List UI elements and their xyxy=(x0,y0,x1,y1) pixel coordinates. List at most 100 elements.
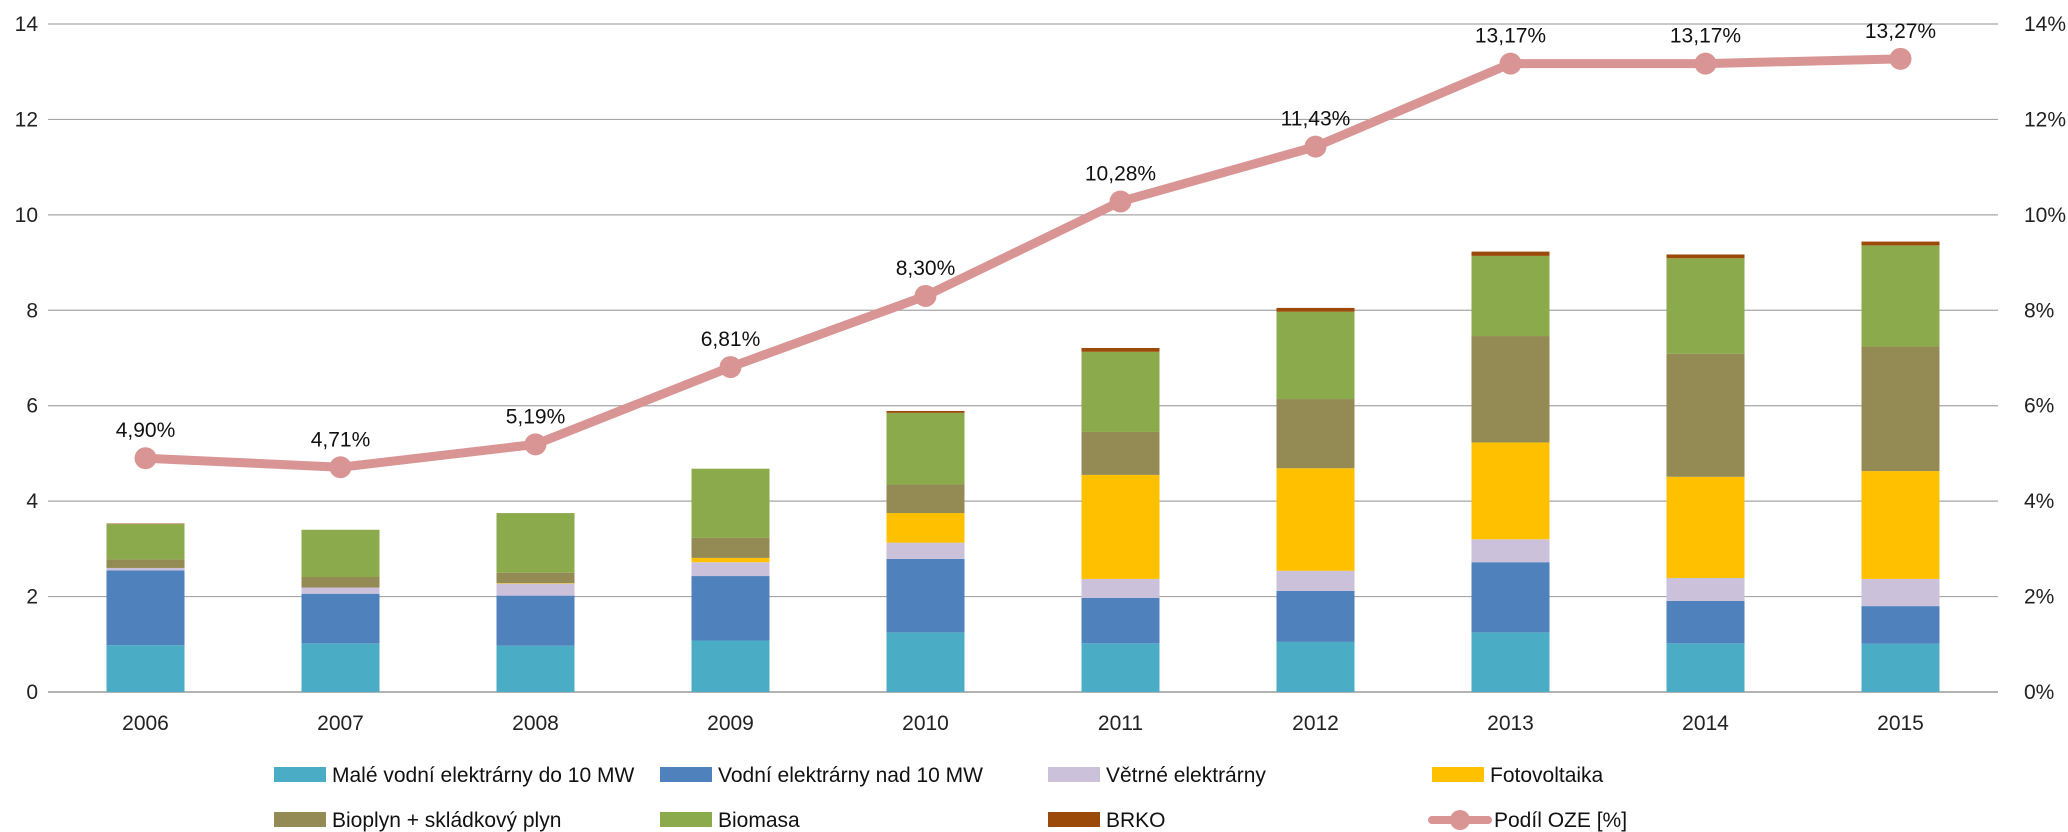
bar-segment xyxy=(691,562,770,577)
bar-segment xyxy=(496,572,575,584)
x-tick-label: 2015 xyxy=(1877,712,1924,735)
bar-segment xyxy=(301,593,380,644)
bar-segment xyxy=(1471,539,1550,563)
stacked-bars xyxy=(106,241,1940,692)
bar-segment xyxy=(1276,311,1355,400)
bar-segment xyxy=(1861,606,1940,644)
line-point xyxy=(914,284,937,307)
bar-segment xyxy=(496,645,575,692)
legend-swatch xyxy=(1048,812,1100,827)
bar-segment xyxy=(106,645,185,692)
bar-segment xyxy=(1471,562,1550,633)
legend: Malé vodní elektrárny do 10 MW Vodní elek… xyxy=(274,764,1627,832)
legend-swatch xyxy=(274,812,326,827)
data-label: 8,30% xyxy=(896,257,956,280)
bar-segment xyxy=(1861,245,1940,347)
bar-segment xyxy=(106,567,185,571)
line-series: 4,90% 4,71% 5,19% 6,81% 8,30% 10,28% 11,43% 13,… xyxy=(116,20,1936,479)
y2-tick-label: 12% xyxy=(2024,108,2066,131)
legend-swatch xyxy=(660,767,712,782)
bar-segment xyxy=(301,643,380,692)
bar-segment xyxy=(1666,353,1745,477)
bar-segment xyxy=(1276,641,1355,692)
bar-segment xyxy=(886,558,965,633)
x-axis: 2006 2007 2008 2009 2010 2011 2012 2013 2014 2015 xyxy=(122,712,1924,735)
bar-segment xyxy=(1276,399,1355,469)
bar-segment xyxy=(1861,471,1940,579)
legend-label: Malé vodní elektrárny do 10 MW xyxy=(332,764,634,787)
bar-segment xyxy=(886,410,965,413)
bar-segment xyxy=(1276,590,1355,642)
bar-segment xyxy=(691,640,770,692)
y-tick-label: 8 xyxy=(26,299,38,322)
data-label: 5,19% xyxy=(506,405,566,428)
legend-label: Vodní elektrárny nad 10 MW xyxy=(718,764,983,787)
x-tick-label: 2009 xyxy=(707,712,754,735)
bar-segment xyxy=(301,587,380,594)
legend-swatch xyxy=(660,812,712,827)
y2-tick-label: 10% xyxy=(2024,204,2066,227)
data-label: 4,71% xyxy=(311,428,371,451)
legend-marker xyxy=(1450,810,1470,830)
x-tick-label: 2012 xyxy=(1292,712,1339,735)
bar-segment xyxy=(691,537,770,558)
bar-segment xyxy=(1081,347,1160,352)
legend-swatch xyxy=(274,767,326,782)
y2-tick-label: 14% xyxy=(2024,13,2066,36)
bar-segment xyxy=(1666,258,1745,354)
line-point xyxy=(134,447,157,470)
bar-segment xyxy=(301,577,380,588)
bar-segment xyxy=(1861,346,1940,472)
y-tick-label: 4 xyxy=(26,490,38,513)
legend-label: Biomasa xyxy=(718,809,800,832)
line-point xyxy=(329,456,352,479)
legend-label: Fotovoltaika xyxy=(1490,764,1604,787)
bar-segment xyxy=(1081,598,1160,644)
bar-segment xyxy=(496,595,575,646)
bar-segment xyxy=(1081,351,1160,432)
y2-tick-label: 2% xyxy=(2024,586,2054,609)
bar-segment xyxy=(1666,643,1745,692)
line-point xyxy=(1499,52,1522,75)
y-tick-label: 10 xyxy=(15,204,38,227)
y2-tick-label: 8% xyxy=(2024,299,2054,322)
bar-segment xyxy=(301,529,380,578)
legend-label: BRKO xyxy=(1106,809,1166,832)
bar-segment xyxy=(1666,254,1745,259)
y-axis-right: 0% 2% 4% 6% 8% 10% 12% 14% xyxy=(2024,13,2066,704)
bar-segment xyxy=(1081,474,1160,579)
data-label: 13,17% xyxy=(1670,25,1741,48)
y-tick-label: 12 xyxy=(15,108,38,131)
data-label: 4,90% xyxy=(116,419,176,442)
line-point xyxy=(1889,47,1912,70)
data-label: 11,43% xyxy=(1281,108,1351,131)
line-point xyxy=(719,356,742,379)
x-tick-label: 2008 xyxy=(512,712,559,735)
bar-segment xyxy=(886,542,965,559)
line-point xyxy=(524,433,547,456)
bar-segment xyxy=(1666,476,1745,578)
bar-segment xyxy=(691,576,770,641)
bar-segment xyxy=(886,412,965,485)
data-label: 6,81% xyxy=(701,328,761,351)
bar-segment xyxy=(496,583,575,596)
y-tick-label: 2 xyxy=(26,586,38,609)
bar-segment xyxy=(496,513,575,573)
y2-tick-label: 4% xyxy=(2024,490,2054,513)
bar-segment xyxy=(1081,431,1160,475)
bar-segment xyxy=(1666,577,1745,601)
legend-swatch xyxy=(1432,767,1484,782)
x-tick-label: 2014 xyxy=(1682,712,1729,735)
legend-swatch xyxy=(1048,767,1100,782)
bar-segment xyxy=(886,484,965,514)
y-axis-left: 0 2 4 6 8 10 12 14 xyxy=(15,13,39,704)
bar-segment xyxy=(1471,632,1550,692)
line-path xyxy=(141,54,1905,472)
bar-segment xyxy=(1276,468,1355,571)
legend-label: Podíl OZE [%] xyxy=(1494,809,1627,832)
bar-segment xyxy=(1471,336,1550,443)
y2-tick-label: 0% xyxy=(2024,681,2054,704)
y-tick-label: 6 xyxy=(26,395,38,418)
bar-segment xyxy=(691,468,770,538)
